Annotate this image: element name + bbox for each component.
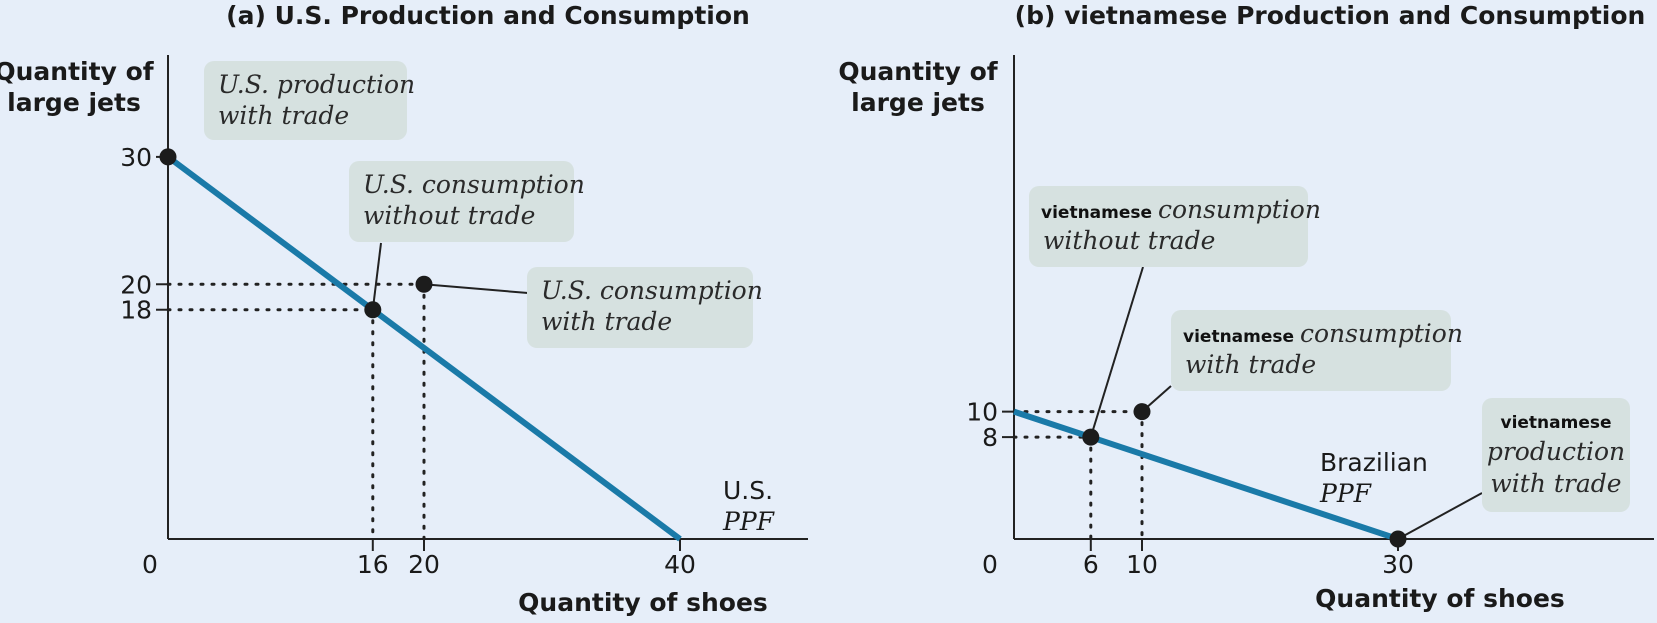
panel-title-part: (b) [1015,1,1064,30]
data-point [1082,428,1100,446]
annotation-text-part: consumption [1158,195,1321,224]
y-tick-label: 20 [120,270,152,299]
panel-title-part: vietnamese [1064,1,1227,30]
x-axis-label-part: Quantity of [1315,584,1483,613]
x-tick-label: 10 [1126,550,1158,579]
annotation-box [1029,186,1308,267]
annotation-text: vietnamese consumption [1041,195,1321,224]
x-axis-label-part: Quantity of [518,588,686,617]
data-point [415,275,433,293]
x-axis-label: Quantity of shoes [1315,584,1565,613]
data-point [159,148,177,166]
y-tick-label: 8 [982,423,998,452]
x-tick-label: 6 [1083,550,1099,579]
leader-line [423,283,529,294]
data-point [364,301,382,319]
panel-title: (a) U.S. Production and Consumption [226,1,750,30]
annotation-text-part: vietnamese [1041,203,1158,223]
x-tick-label: 30 [1382,550,1414,579]
x-axis-label-part: shoes [686,588,768,617]
ppf-label-italic: PPF [722,507,776,536]
annotation-text: production [1487,437,1625,466]
panel-title: (b) vietnamese Production and Consumptio… [1015,1,1646,30]
annotation-text: vietnamese consumption [1183,319,1463,348]
origin-label: 0 [142,550,158,579]
origin-label: 0 [982,550,998,579]
annotation-emph: vietnamese [1500,413,1611,433]
annotation-box [1171,310,1451,391]
y-axis-label: large jets [7,88,141,117]
y-axis-label: large jets [851,88,985,117]
annotation-text: U.S. consumption [363,170,585,199]
annotation-text: with trade [1490,469,1621,498]
annotation-text: U.S. consumption [541,276,763,305]
ppf-label-italic: PPF [1319,479,1373,508]
x-axis-label-part: shoes [1483,584,1565,613]
y-tick-label: 18 [120,296,152,325]
annotation-text: without trade [363,201,535,230]
y-axis-label: Quantity of [0,57,155,86]
panel-title-part: Production and Consumption [1227,1,1645,30]
annotation-text: with trade [1185,350,1316,379]
x-tick-label: 40 [664,550,696,579]
annotation-box [527,267,753,348]
ppf-label: Brazilian [1320,448,1428,477]
annotation-text: with trade [541,307,672,336]
annotation-text-part: consumption [1300,319,1463,348]
leader-line [1397,492,1483,540]
x-tick-label: 16 [357,550,389,579]
leader-line [371,242,382,310]
x-axis-label: Quantity of shoes [518,588,768,617]
annotation-box [1482,398,1630,512]
annotation-text: U.S. production [218,70,415,99]
annotation-text: without trade [1043,226,1215,255]
ppf-line [1013,408,1399,542]
leader-line [1089,266,1144,438]
y-axis-label: Quantity of [838,57,998,86]
annotation-box [349,161,574,242]
annotation-box [204,61,407,140]
ppf-label: U.S. [723,476,773,505]
y-tick-label: 10 [966,398,998,427]
ppf-line [166,154,682,542]
y-tick-label: 30 [120,143,152,172]
data-point [1133,403,1151,421]
data-point [1389,530,1407,548]
annotation-text: with trade [218,101,349,130]
x-tick-label: 20 [408,550,440,579]
annotation-text-part: vietnamese [1183,327,1300,347]
